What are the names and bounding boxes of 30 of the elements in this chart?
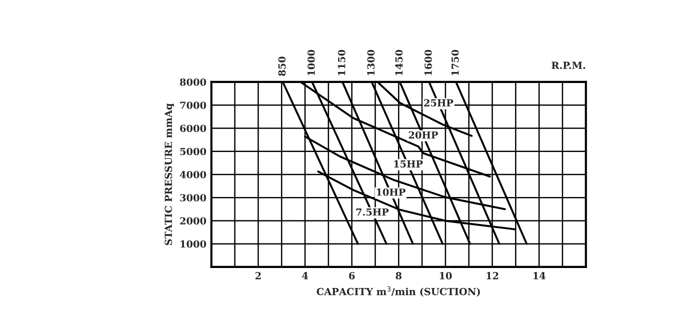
x-tick-label: 14 [534, 272, 546, 280]
annotation: 1450 [395, 50, 403, 76]
annotation: 1750 [451, 50, 459, 76]
annotation: 1000 [308, 50, 315, 76]
y-axis-title: STATIC PRESSURE mmAq [164, 103, 174, 246]
x-tick-label: 2 [255, 272, 261, 280]
text: R.P.M. [552, 62, 586, 69]
x-tick-label: 4 [302, 272, 308, 280]
y-tick-label: 1000 [180, 240, 206, 248]
annotation: 1150 [338, 50, 346, 76]
x-tick-label: 12 [486, 272, 498, 280]
y-tick-label: 7000 [180, 102, 206, 109]
annotation: 1600 [424, 50, 432, 76]
x-axis-title: CAPACITY m$^{3}$/min (SUCTION) [316, 286, 480, 297]
y-tick-label: 8000 [180, 78, 206, 86]
annotation: 850 [278, 56, 286, 76]
y-tick-label: 3000 [180, 194, 206, 202]
annotation: 1300 [367, 50, 375, 76]
x-tick-label: 10 [440, 272, 452, 280]
y-tick-label: 2000 [180, 217, 206, 225]
x-tick-label: 6 [349, 272, 355, 280]
annotation: 10HP [376, 188, 406, 196]
x-tick-label: 8 [396, 272, 402, 280]
annotation: 7.5HP [356, 208, 389, 216]
y-tick-label: 5000 [180, 148, 206, 156]
y-tick-label: 6000 [180, 124, 206, 132]
annotation: 20HP [408, 131, 438, 139]
y-tick-label: 4000 [180, 170, 206, 178]
annotation: 25HP [424, 99, 454, 107]
annotation: 15HP [394, 160, 423, 168]
